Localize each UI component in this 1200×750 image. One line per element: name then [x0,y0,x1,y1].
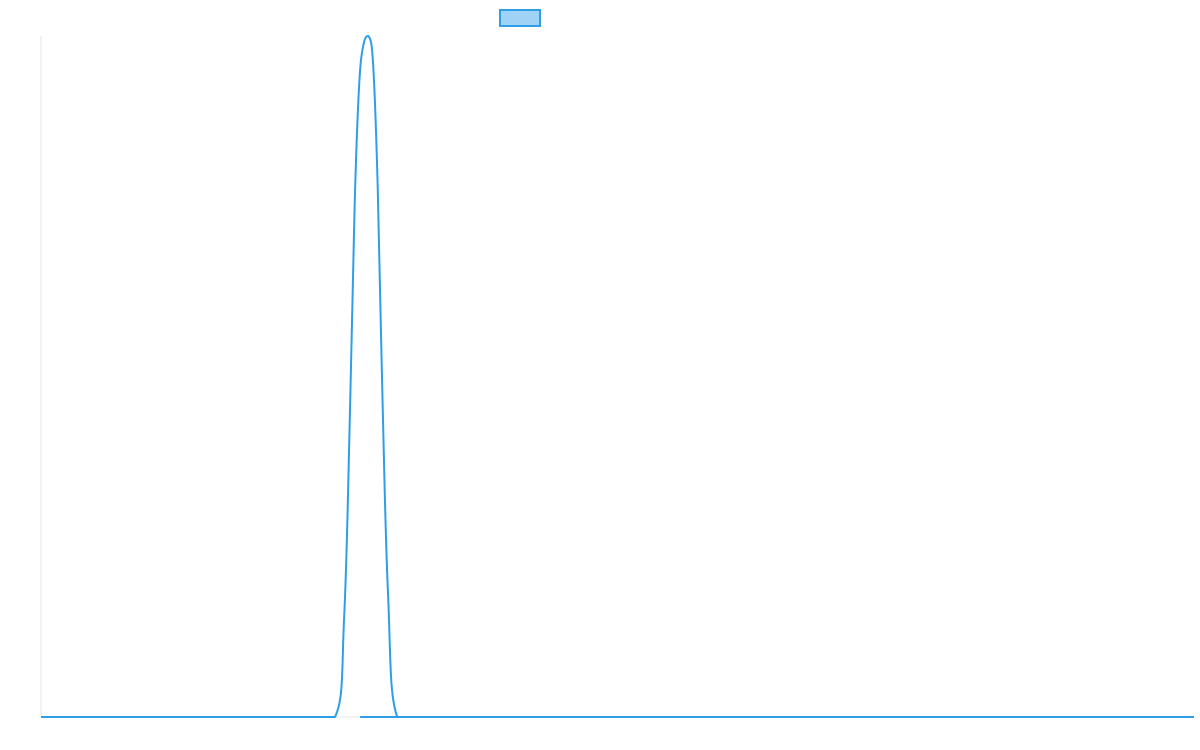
series-line-0 [40,35,1194,719]
legend[interactable] [499,9,541,27]
legend-swatch[interactable] [499,9,541,27]
series-layer [40,35,1194,719]
axes [40,36,1194,718]
